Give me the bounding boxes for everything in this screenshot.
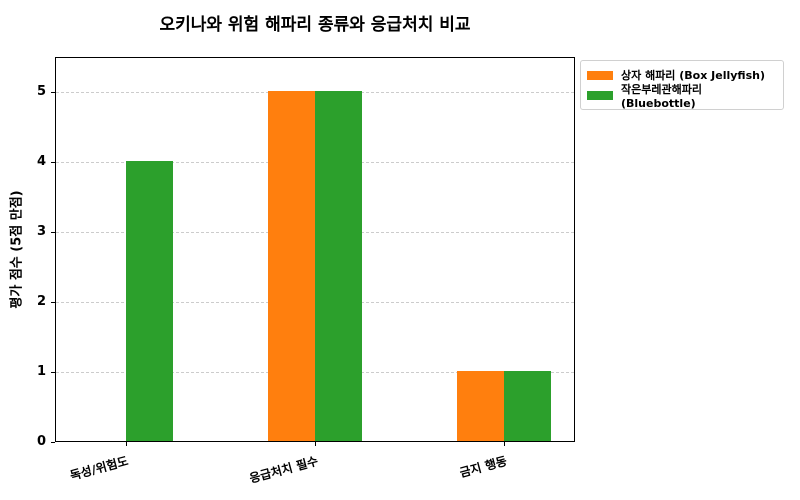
bar-box-jellyfish [268, 91, 315, 441]
bar-bluebottle [504, 371, 551, 441]
legend-item-box-jellyfish: 상자 해파리 (Box Jellyfish) [587, 65, 777, 85]
y-tick-label: 5 [36, 84, 46, 99]
y-tick [51, 162, 55, 163]
x-tick-label: 응급처치 필수 [247, 453, 320, 486]
x-tick-label: 금지 행동 [458, 453, 509, 480]
y-tick-label: 0 [36, 434, 46, 449]
legend: 상자 해파리 (Box Jellyfish) 작은부레관해파리 (Bluebot… [580, 60, 784, 110]
legend-item-bluebottle: 작은부레관해파리 (Bluebottle) [587, 83, 777, 110]
y-tick-label: 4 [36, 154, 46, 169]
y-tick-label: 2 [36, 294, 46, 309]
legend-swatch-orange [587, 70, 613, 80]
y-tick [51, 232, 55, 233]
y-tick-label: 3 [36, 224, 46, 239]
plot-area [55, 57, 575, 442]
bar-bluebottle [315, 91, 362, 441]
y-tick [51, 92, 55, 93]
y-tick [51, 372, 55, 373]
y-tick [51, 442, 55, 443]
legend-label: 작은부레관해파리 (Bluebottle) [621, 82, 702, 110]
legend-label: 상자 해파리 (Box Jellyfish) [621, 69, 765, 82]
x-tick [126, 442, 127, 446]
y-tick [51, 302, 55, 303]
x-tick [315, 442, 316, 446]
chart-title: 오키나와 위험 해파리 종류와 응급처치 비교 [159, 15, 471, 35]
bar-box-jellyfish [457, 371, 504, 441]
x-tick-label: 독성/위험도 [68, 453, 130, 483]
bar-bluebottle [126, 161, 173, 441]
y-tick-label: 1 [36, 364, 46, 379]
legend-swatch-green [587, 90, 613, 100]
x-tick [504, 442, 505, 446]
